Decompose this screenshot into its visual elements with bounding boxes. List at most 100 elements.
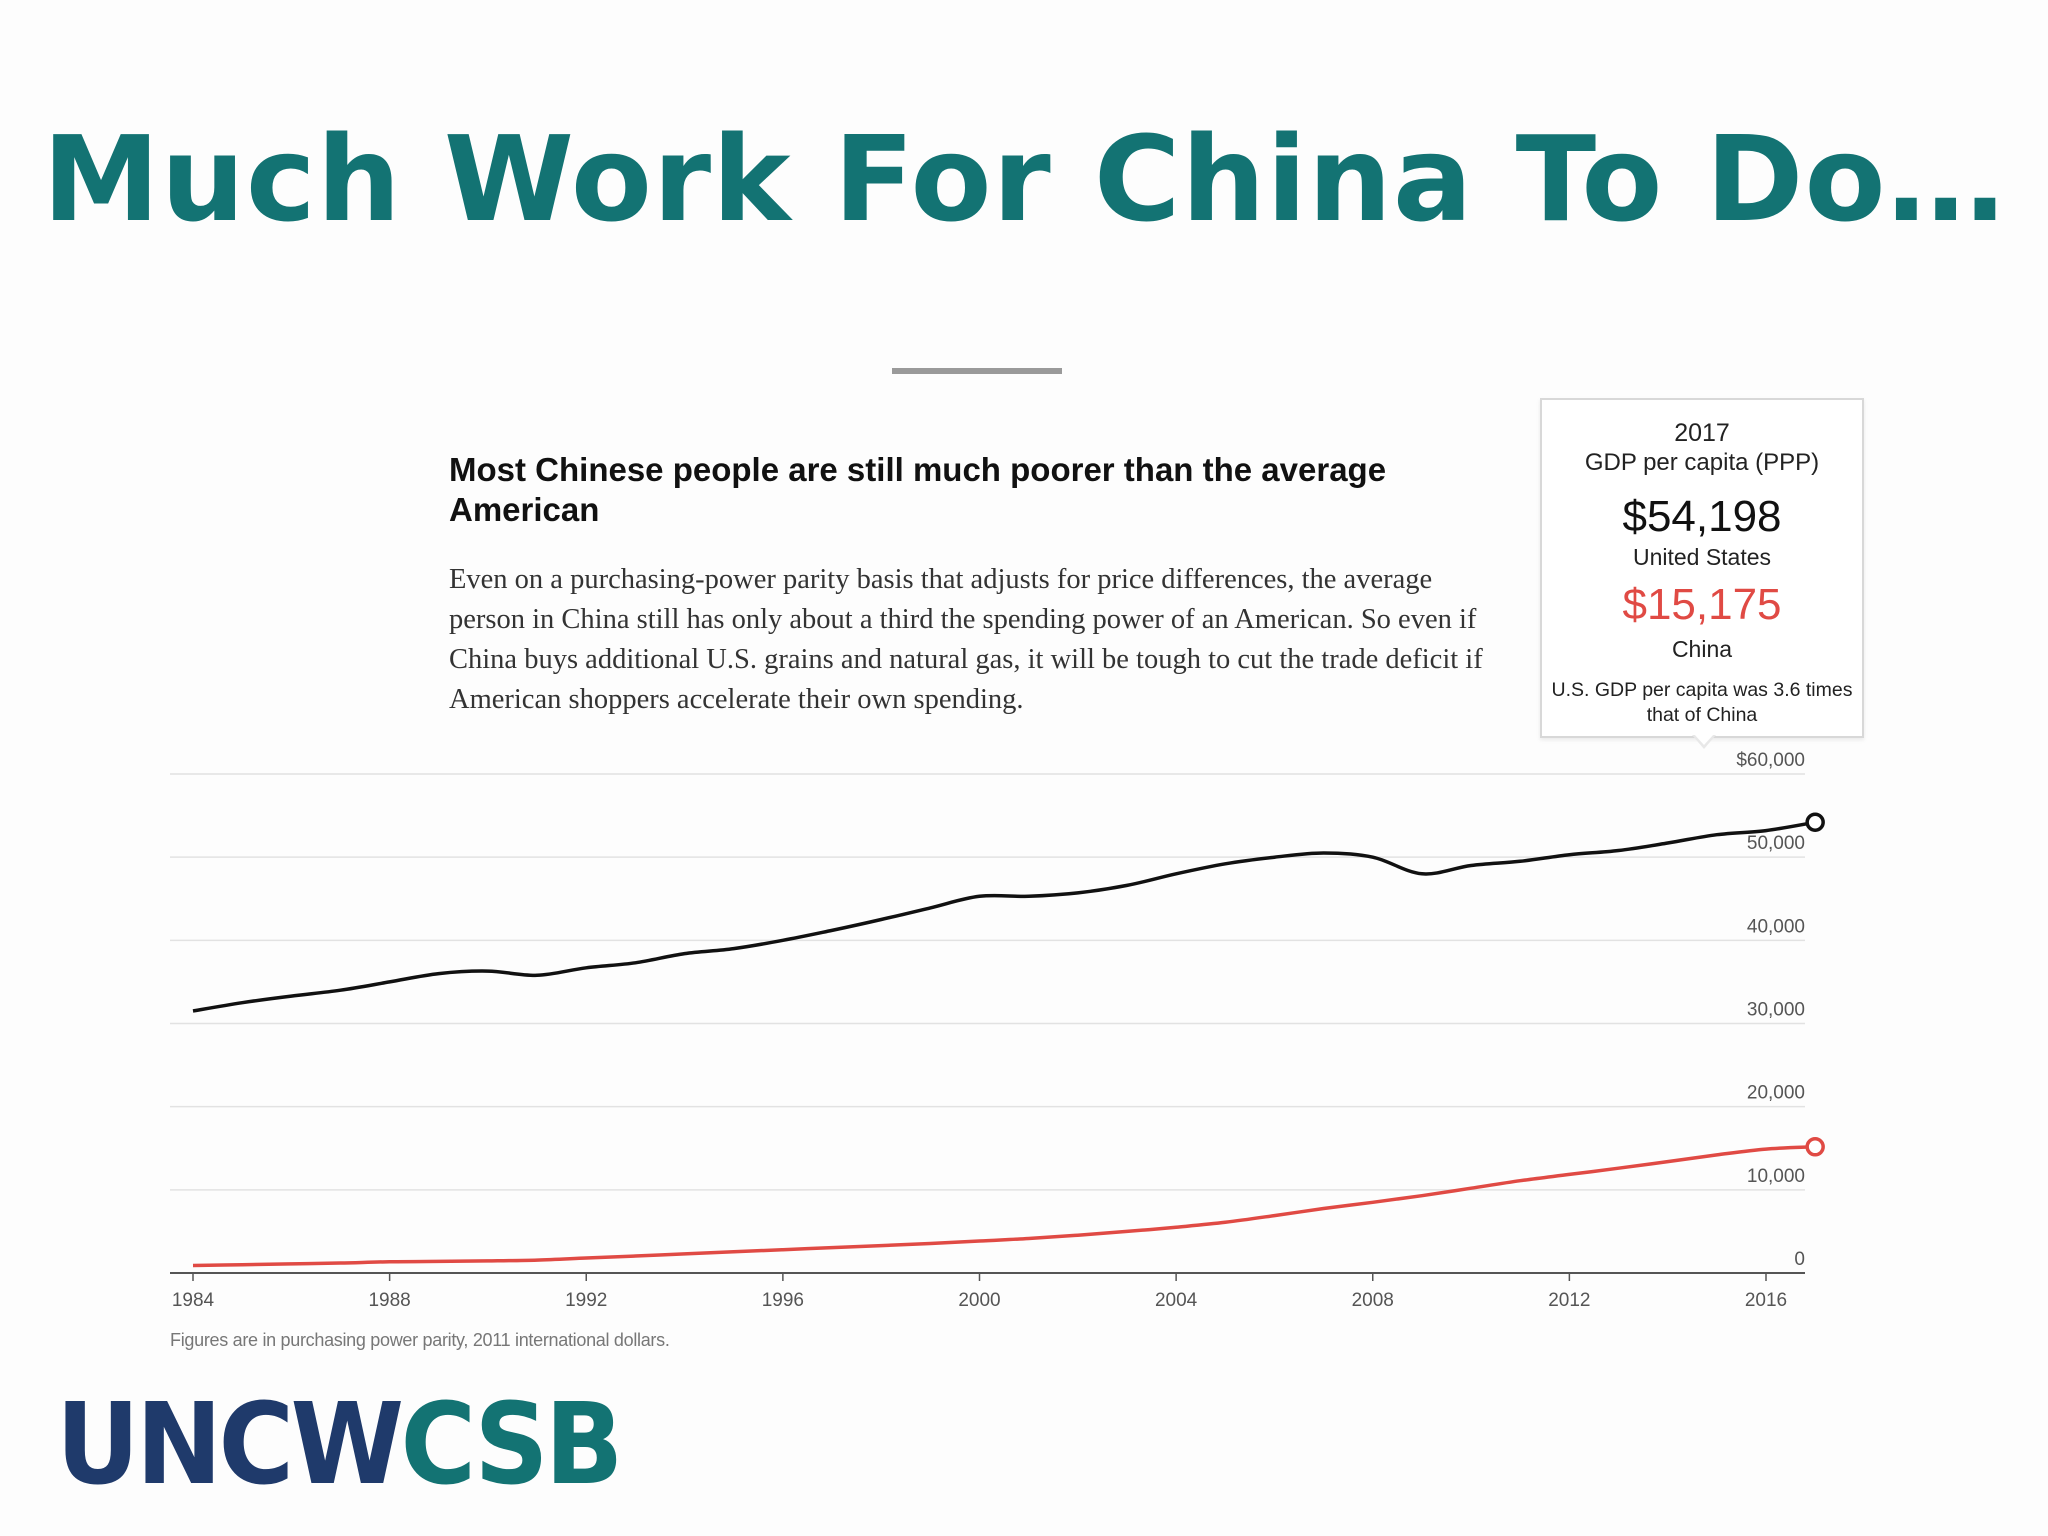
- uncw-csb-logo: UNCWCSB: [56, 1380, 623, 1510]
- data-point-china-2009: [1420, 1194, 1424, 1198]
- data-point-china-1994: [683, 1252, 687, 1256]
- data-point-us-2006: [1272, 855, 1276, 859]
- tooltip-china-label: China: [1671, 636, 1733, 662]
- data-point-china-1988: [388, 1260, 392, 1264]
- x-tick-label-2008: 2008: [1352, 1290, 1394, 1311]
- data-point-china-1990: [486, 1259, 490, 1263]
- x-tick-label-1984: 1984: [172, 1290, 215, 1311]
- data-point-us-1986: [289, 994, 293, 998]
- y-tick-label-20000: 20,000: [1747, 1083, 1805, 1104]
- title-divider: [892, 368, 1062, 374]
- data-point-china-2004: [1174, 1225, 1178, 1229]
- chart-heading: Most Chinese people are still much poore…: [449, 451, 1387, 528]
- data-point-china-1989: [437, 1259, 441, 1263]
- series-lines: [191, 812, 1825, 1268]
- data-point-us-1990: [486, 969, 490, 973]
- data-point-china-1991: [535, 1258, 539, 1262]
- data-point-china-2007: [1322, 1207, 1326, 1211]
- data-point-us-1988: [388, 980, 392, 984]
- tooltip-us-label: United States: [1632, 544, 1772, 570]
- gdp-line-chart: $60,000 50,000 40,000 30,000 20,000 10,000 0 19…: [170, 750, 1825, 1311]
- data-point-us-2011: [1518, 859, 1522, 863]
- data-point-china-1997: [830, 1246, 834, 1250]
- slide-title: Much Work For China To Do…: [42, 110, 2006, 248]
- data-point-us-1985: [240, 1001, 244, 1005]
- data-point-us-1991: [535, 973, 539, 977]
- axes: [170, 1272, 1805, 1281]
- y-tick-label-30000: 30,000: [1747, 1000, 1805, 1021]
- data-point-us-2009: [1420, 872, 1424, 876]
- data-point-us-2001: [1027, 894, 1031, 898]
- data-point-china-1999: [928, 1241, 932, 1245]
- data-point-china-1992: [584, 1256, 588, 1260]
- x-tick-label-1996: 1996: [762, 1290, 804, 1311]
- y-tick-label-50000: 50,000: [1747, 833, 1805, 854]
- data-point-china-1985: [240, 1263, 244, 1267]
- x-tick-label-2012: 2012: [1548, 1290, 1590, 1311]
- data-point-us-1987: [338, 988, 342, 992]
- tooltip-china-value: $15,175: [1622, 580, 1782, 629]
- x-tick-label-1988: 1988: [368, 1290, 410, 1311]
- data-point-china-2012: [1567, 1172, 1571, 1176]
- data-point-china-2010: [1469, 1186, 1473, 1190]
- x-tick-label-1992: 1992: [565, 1290, 607, 1311]
- data-point-us-1995: [732, 947, 736, 951]
- data-point-china-2008: [1371, 1200, 1375, 1204]
- data-point-us-1984: [191, 1009, 195, 1013]
- data-point-china-1998: [879, 1244, 883, 1248]
- logo-csb: CSB: [400, 1380, 623, 1510]
- endpoint-marker-us: [1805, 812, 1825, 833]
- data-point-china-2001: [1027, 1236, 1031, 1240]
- data-point-china-2002: [1076, 1233, 1080, 1237]
- tooltip-note: U.S. GDP per capita was 3.6 times that o…: [1551, 679, 1853, 726]
- data-point-us-1989: [437, 972, 441, 976]
- data-point-china-2014: [1666, 1160, 1670, 1164]
- x-tick-label-2016: 2016: [1745, 1290, 1787, 1311]
- tooltip-metric: GDP per capita (PPP): [1584, 449, 1820, 476]
- data-point-us-2003: [1125, 883, 1129, 887]
- data-point-china-1996: [781, 1248, 785, 1252]
- tick-labels: $60,000 50,000 40,000 30,000 20,000 10,000 0 19…: [172, 750, 1805, 1311]
- data-point-us-2014: [1666, 841, 1670, 845]
- data-point-us-2004: [1174, 872, 1178, 876]
- grid-lines: [170, 773, 1805, 1191]
- data-point-us-1992: [584, 966, 588, 970]
- data-point-us-1994: [683, 952, 687, 956]
- data-point-us-1997: [830, 928, 834, 932]
- data-point-china-1987: [338, 1261, 342, 1265]
- chart-footnote: Figures are in purchasing power parity, …: [170, 1330, 670, 1350]
- data-point-china-2005: [1223, 1220, 1227, 1224]
- data-point-us-2008: [1371, 855, 1375, 859]
- series-line-us: [192, 820, 1816, 1013]
- y-tick-label-60000: $60,000: [1736, 750, 1805, 771]
- x-tick-label-2000: 2000: [958, 1290, 1000, 1311]
- data-point-us-2007: [1322, 851, 1326, 855]
- data-point-china-2011: [1518, 1179, 1522, 1183]
- data-point-china-1984: [191, 1264, 195, 1268]
- chart-description: Even on a purchasing-power parity basis …: [449, 564, 1483, 715]
- data-point-china-2000: [978, 1239, 982, 1243]
- data-point-china-2015: [1715, 1153, 1719, 1157]
- data-point-us-2002: [1076, 891, 1080, 895]
- data-point-us-2013: [1617, 849, 1621, 853]
- data-point-us-2010: [1469, 863, 1473, 867]
- data-point-us-2012: [1567, 853, 1571, 857]
- data-point-us-1993: [633, 961, 637, 965]
- data-point-china-2003: [1125, 1229, 1129, 1233]
- data-tooltip: 2017 GDP per capita (PPP) $54,198 United…: [1540, 398, 1864, 738]
- tooltip-year: 2017: [1674, 419, 1730, 447]
- y-tick-label-10000: 10,000: [1747, 1166, 1805, 1187]
- data-point-us-2015: [1715, 833, 1719, 837]
- tooltip-pointer-fill: [1694, 734, 1714, 745]
- x-tick-label-2004: 2004: [1155, 1290, 1198, 1311]
- y-tick-label-0: 0: [1794, 1249, 1805, 1270]
- data-point-china-1986: [289, 1262, 293, 1266]
- data-point-china-2013: [1617, 1166, 1621, 1170]
- data-point-us-2000: [978, 894, 982, 898]
- data-point-us-1996: [781, 938, 785, 942]
- data-point-china-1993: [633, 1254, 637, 1258]
- data-point-us-1999: [928, 906, 932, 910]
- data-point-china-1995: [732, 1250, 736, 1254]
- logo-uncw: UNCW: [56, 1380, 404, 1510]
- data-point-china-2006: [1272, 1214, 1276, 1218]
